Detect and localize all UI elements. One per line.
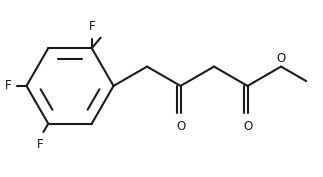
Text: O: O xyxy=(243,120,252,133)
Text: O: O xyxy=(176,120,185,133)
Text: F: F xyxy=(5,79,12,92)
Text: F: F xyxy=(89,20,95,33)
Text: F: F xyxy=(37,138,44,151)
Text: O: O xyxy=(276,52,286,65)
